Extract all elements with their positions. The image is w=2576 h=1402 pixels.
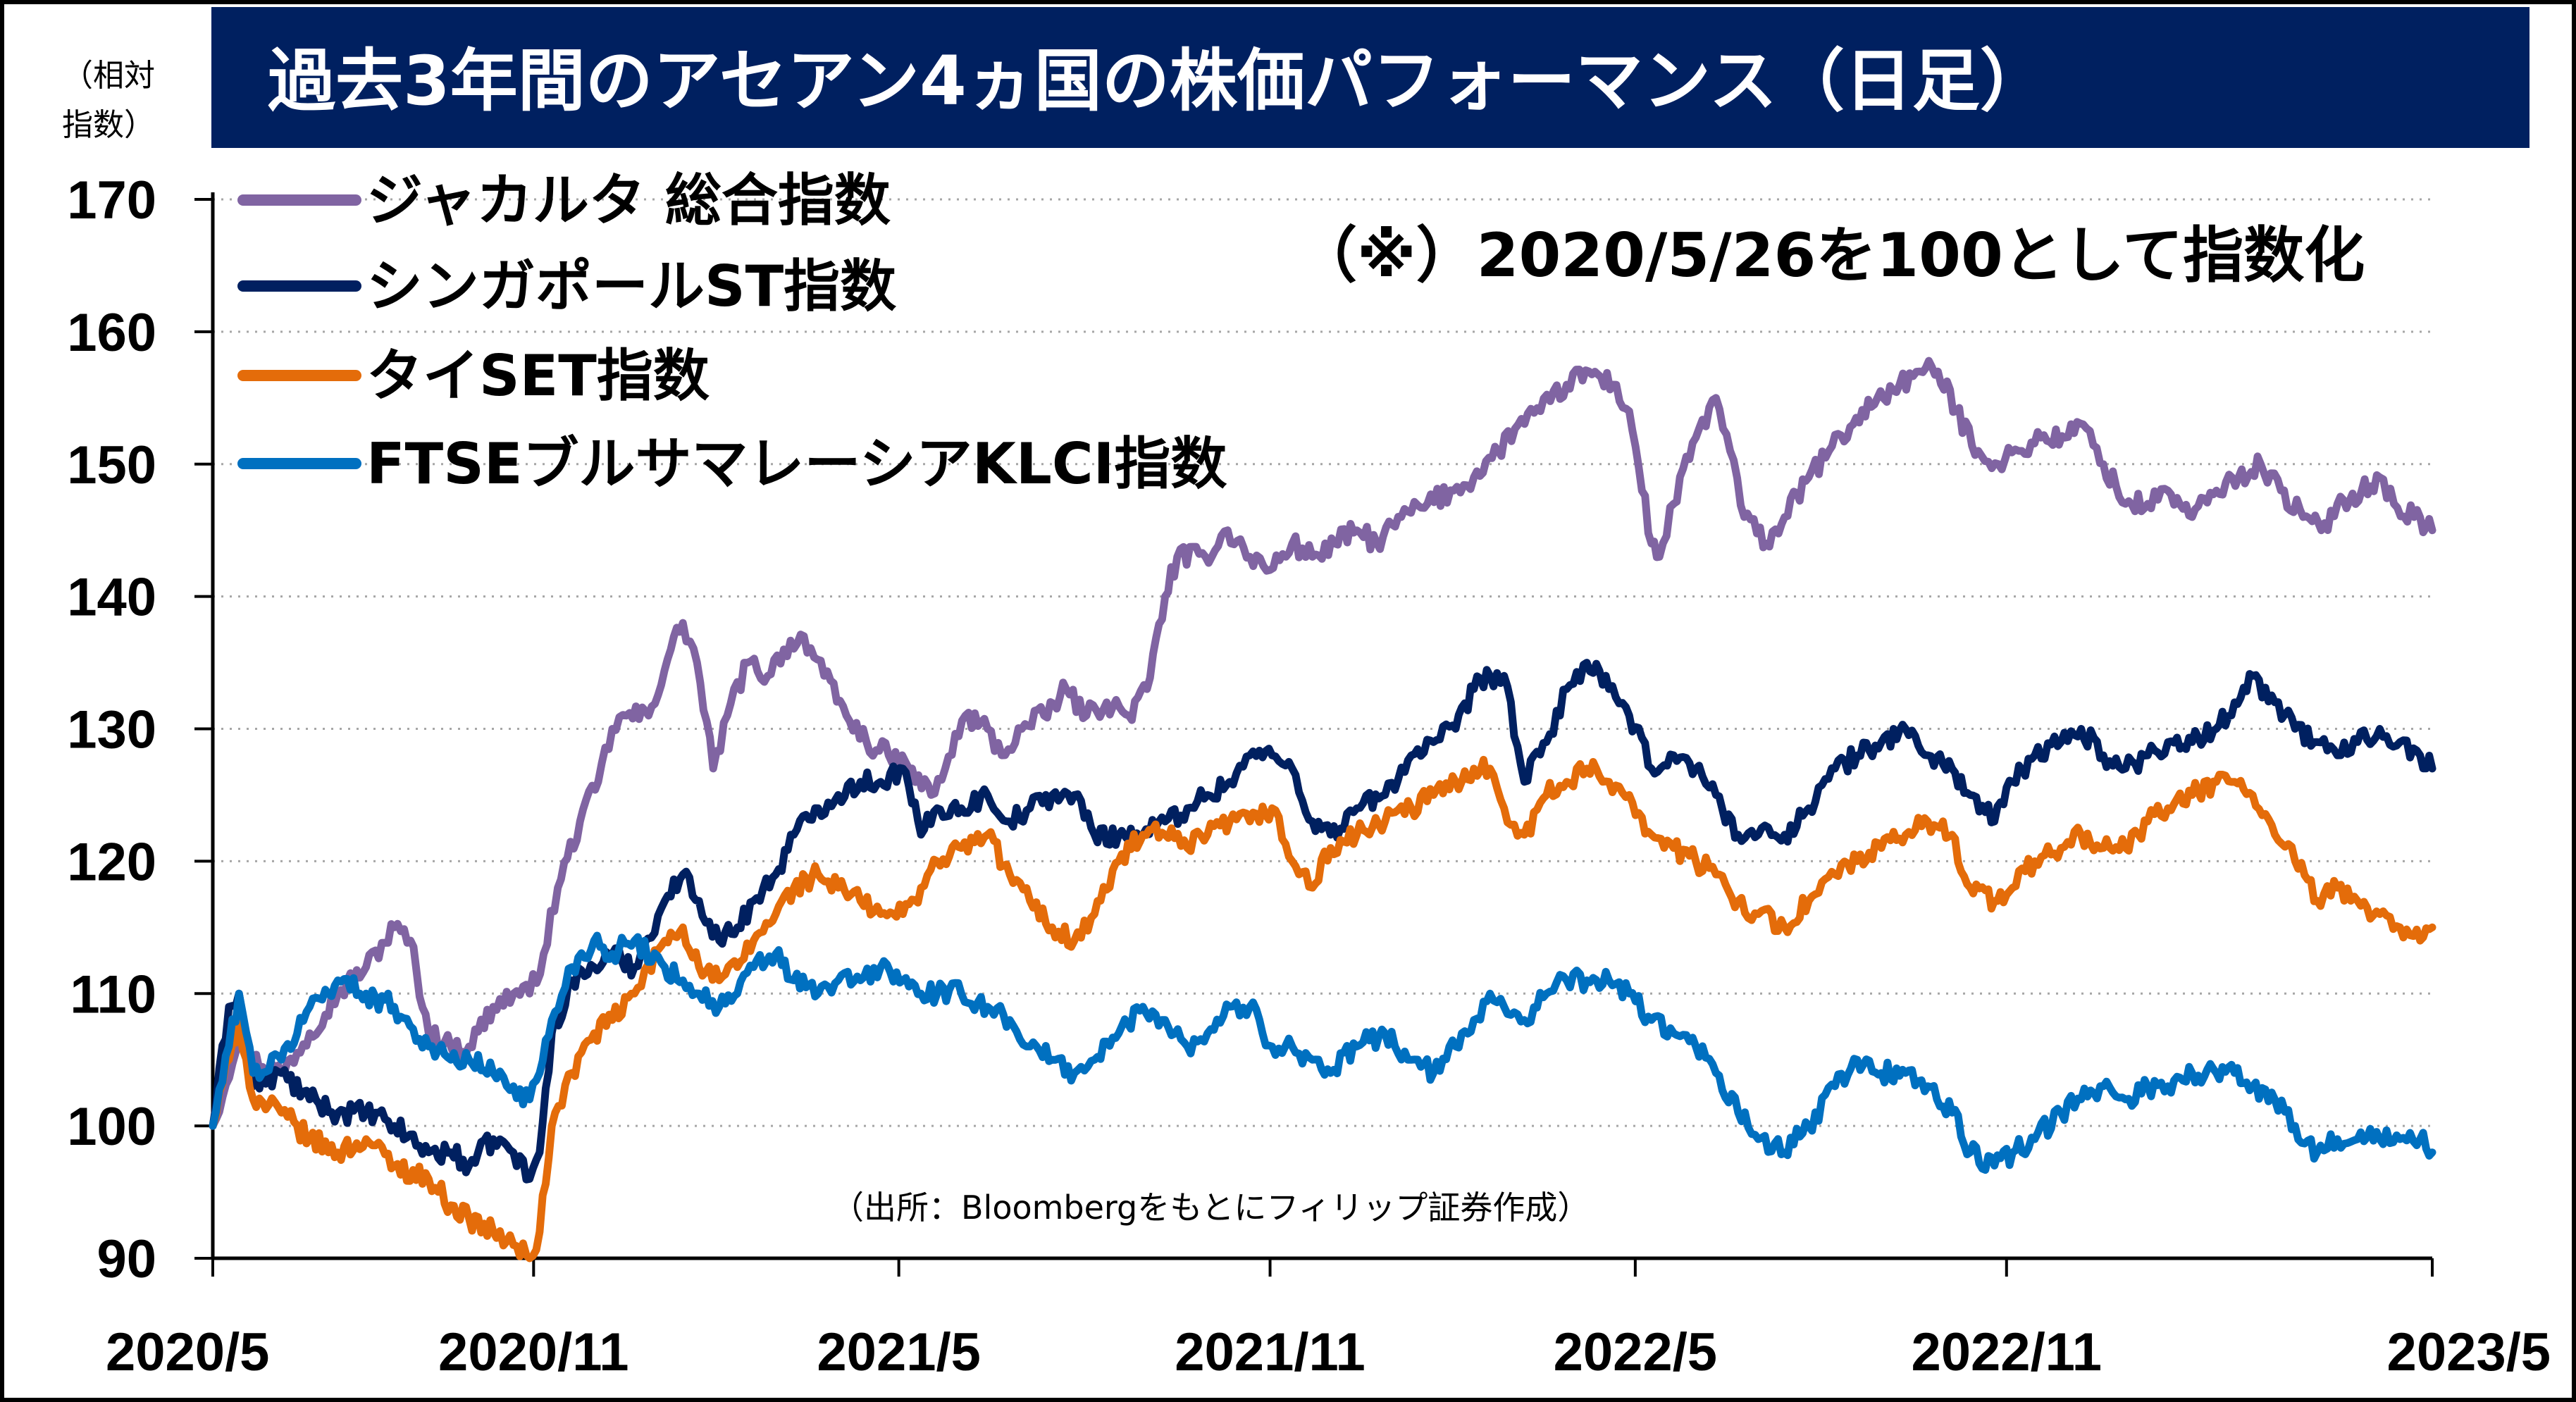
- y-tick-label: 90: [97, 1229, 156, 1289]
- source-note: （出所：Bloombergをもとにフィリップ証券作成）: [831, 1189, 1590, 1227]
- x-tick-label: 2022/11: [1912, 1322, 2103, 1382]
- title-banner: [211, 7, 2529, 148]
- x-tick-label: 2020/11: [438, 1322, 629, 1382]
- series-line-malaysia: [209, 931, 2436, 1174]
- y-tick-label: 170: [67, 170, 156, 230]
- y-tick-label: 120: [67, 832, 156, 892]
- x-tick-label: 2022/5: [1554, 1322, 1717, 1382]
- legend-label-malaysia: FTSEブルサマレーシアKLCI指数: [366, 431, 1227, 497]
- data-series: [209, 356, 2436, 1263]
- y-tick-label: 130: [67, 700, 156, 760]
- index-note: （※）2020/5/26を100として指数化: [1296, 221, 2365, 291]
- y-axis-unit-line1: （相対: [62, 58, 155, 94]
- grid-lines: [213, 198, 2432, 1127]
- legend: ジャカルタ 総合指数 シンガポールST指数 タイSET指数 FTSEブルサマレー…: [237, 168, 1227, 497]
- series-line-thailand: [209, 755, 2436, 1263]
- y-tick-label: 110: [70, 964, 156, 1024]
- x-tick-label: 2021/11: [1175, 1322, 1366, 1382]
- y-tick-label: 150: [67, 435, 156, 495]
- series-line-jakarta: [209, 356, 2436, 1130]
- legend-label-thailand: タイSET指数: [366, 343, 710, 409]
- y-axis-unit-line2: 指数）: [62, 107, 155, 143]
- x-tick-label: 2021/5: [817, 1322, 980, 1382]
- x-tick-label: 2020/5: [106, 1322, 269, 1382]
- axes: 90 100 110 120 130 140 150 160 170 2020/5 2020/11 2…: [67, 170, 2551, 1382]
- y-tick-label: 160: [67, 303, 156, 363]
- chart-title: 過去3年間のアセアン4ヵ国の株価パフォーマンス（日足）: [268, 42, 2048, 120]
- y-tick-label: 140: [67, 568, 156, 628]
- legend-label-singapore: シンガポールST指数: [366, 254, 896, 319]
- x-tick-label: 2023/5: [2387, 1322, 2551, 1382]
- legend-label-jakarta: ジャカルタ 総合指数: [366, 168, 891, 233]
- y-tick-label: 100: [67, 1097, 156, 1157]
- series-line-singapore: [209, 659, 2436, 1184]
